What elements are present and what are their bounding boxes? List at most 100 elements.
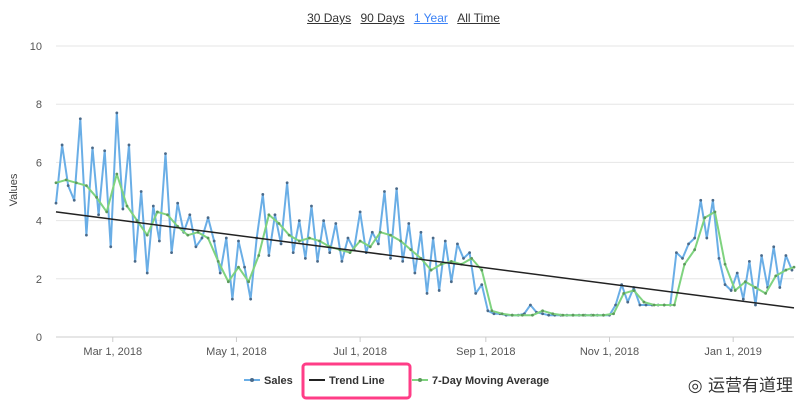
legend-item-sales[interactable]: Sales — [244, 375, 293, 387]
data-point-7-day-moving-average — [723, 262, 727, 266]
data-point-sales — [383, 190, 386, 193]
data-point-7-day-moving-average — [510, 313, 514, 317]
y-tick-label: 0 — [36, 332, 42, 344]
data-point-sales — [449, 280, 453, 284]
data-point-7-day-moving-average — [480, 268, 484, 272]
data-point-7-day-moving-average — [389, 233, 392, 237]
data-point-7-day-moving-average — [85, 184, 88, 188]
data-point-sales — [741, 297, 745, 301]
data-point-sales — [675, 251, 678, 255]
data-point-sales — [291, 251, 295, 255]
data-point-sales — [614, 303, 617, 307]
data-point-sales — [97, 213, 100, 217]
x-tick-label: May 1, 2018 — [206, 346, 267, 358]
range-option-90-days[interactable]: 90 Days — [360, 11, 405, 25]
legend-item-7-day-moving-average[interactable]: 7-Day Moving Average — [412, 375, 549, 387]
series-layer — [54, 111, 796, 317]
data-point-7-day-moving-average — [54, 181, 58, 185]
data-point-sales — [644, 303, 648, 307]
data-point-sales — [790, 268, 794, 272]
range-option-30-days[interactable]: 30 Days — [307, 11, 352, 25]
data-point-sales — [340, 259, 344, 263]
data-point-sales — [547, 313, 551, 317]
data-point-sales — [431, 236, 435, 240]
data-point-sales — [103, 149, 107, 153]
data-point-sales — [754, 303, 757, 307]
range-option-all-time[interactable]: All Time — [457, 11, 500, 25]
data-point-sales — [389, 257, 392, 260]
data-point-sales — [91, 146, 94, 150]
data-point-7-day-moving-average — [662, 303, 666, 307]
data-point-sales — [164, 152, 167, 156]
data-point-7-day-moving-average — [115, 172, 119, 176]
data-point-sales — [310, 204, 313, 208]
data-point-sales — [328, 251, 332, 255]
data-point-sales — [413, 271, 417, 275]
data-point-sales — [273, 213, 277, 217]
data-point-7-day-moving-average — [541, 309, 544, 313]
data-point-7-day-moving-average — [784, 268, 788, 272]
data-point-sales — [772, 245, 776, 249]
data-point-7-day-moving-average — [642, 300, 646, 304]
data-point-sales — [194, 245, 198, 249]
range-option-1-year[interactable]: 1 Year — [413, 11, 448, 25]
data-point-7-day-moving-average — [703, 216, 707, 220]
data-point-sales — [60, 143, 64, 147]
data-point-7-day-moving-average — [632, 289, 636, 292]
data-point-sales — [419, 230, 423, 234]
y-tick-label: 6 — [36, 157, 42, 169]
data-point-sales — [681, 257, 684, 260]
legend-item-trend-line[interactable]: Trend Line — [309, 375, 385, 387]
wechat-icon: ◎ — [687, 376, 703, 396]
y-tick-label: 10 — [30, 41, 42, 53]
data-point-sales — [693, 236, 697, 240]
data-point-7-day-moving-average — [358, 239, 362, 243]
data-point-sales — [200, 236, 204, 240]
data-point-7-day-moving-average — [247, 280, 251, 284]
legend-marker — [250, 378, 254, 382]
data-point-sales — [188, 213, 192, 217]
data-point-7-day-moving-average — [743, 280, 747, 284]
data-point-7-day-moving-average — [531, 313, 534, 317]
data-point-7-day-moving-average — [764, 291, 768, 295]
data-point-sales — [784, 254, 788, 257]
data-point-sales — [480, 283, 484, 287]
data-point-sales — [358, 210, 362, 214]
data-point-sales — [158, 239, 161, 243]
data-point-sales — [66, 184, 70, 188]
data-point-7-day-moving-average — [571, 313, 575, 317]
data-point-sales — [145, 271, 149, 275]
data-point-sales — [474, 291, 478, 295]
data-point-sales — [279, 242, 283, 246]
data-point-sales — [541, 312, 544, 316]
data-point-sales — [109, 245, 113, 249]
x-tick-label: Jan 1, 2019 — [704, 346, 762, 358]
data-point-sales — [72, 198, 76, 202]
data-point-7-day-moving-average — [105, 210, 109, 214]
x-tick-label: Mar 1, 2018 — [83, 346, 142, 358]
data-point-7-day-moving-average — [196, 230, 200, 234]
data-point-7-day-moving-average — [429, 268, 433, 272]
data-point-7-day-moving-average — [551, 312, 555, 316]
data-point-sales — [218, 271, 222, 275]
data-point-7-day-moving-average — [792, 265, 796, 269]
data-point-sales — [334, 222, 338, 225]
data-point-7-day-moving-average — [754, 286, 757, 289]
data-point-7-day-moving-average — [166, 213, 169, 217]
data-point-sales — [176, 201, 180, 205]
data-point-sales — [760, 254, 763, 257]
data-point-7-day-moving-average — [216, 259, 220, 263]
data-point-sales — [723, 283, 727, 287]
data-point-7-day-moving-average — [439, 262, 443, 266]
data-point-sales — [638, 303, 642, 307]
data-point-7-day-moving-average — [95, 195, 98, 199]
data-point-sales — [249, 297, 253, 301]
data-point-sales — [729, 289, 733, 292]
legend-label: 7-Day Moving Average — [432, 375, 549, 387]
data-point-sales — [139, 190, 143, 193]
data-point-sales — [303, 257, 307, 260]
data-point-7-day-moving-average — [652, 303, 656, 307]
data-point-sales — [778, 286, 782, 289]
data-point-sales — [230, 297, 234, 301]
data-point-7-day-moving-average — [308, 236, 311, 240]
